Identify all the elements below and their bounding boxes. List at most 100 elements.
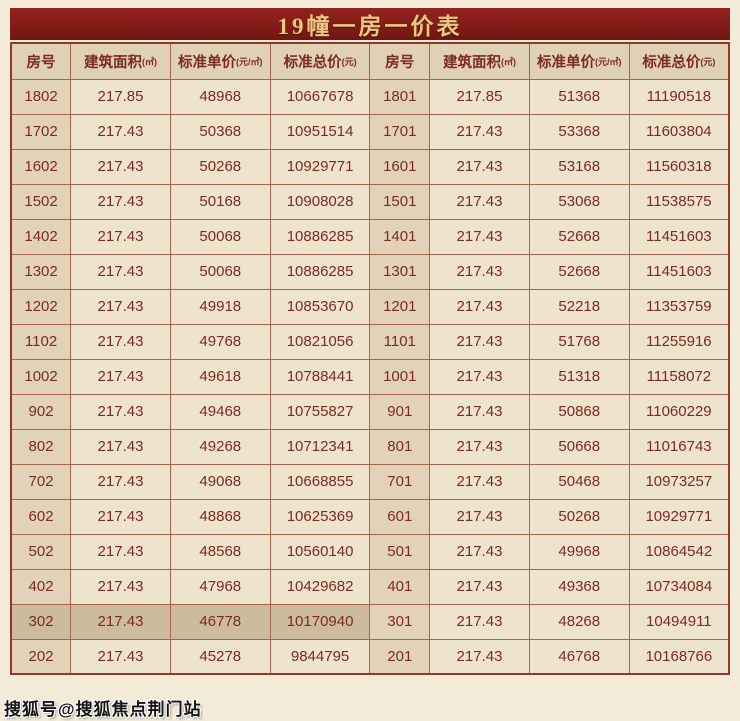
value-cell: 10886285: [269, 218, 371, 255]
room-number-cell: 1801: [369, 78, 431, 115]
room-number-cell: 501: [369, 533, 431, 570]
value-cell: 53168: [528, 148, 630, 185]
column-header: 标准单价(元/㎡): [169, 42, 271, 80]
value-cell: 50668: [528, 428, 630, 465]
value-cell: 46768: [528, 638, 630, 675]
value-cell: 10951514: [269, 113, 371, 150]
table-row: 202 217.43 45278 9844795 201 217.43 46768 10168…: [10, 638, 730, 675]
value-cell: 217.43: [70, 183, 171, 220]
value-cell: 217.43: [70, 218, 171, 255]
value-cell: 217.43: [429, 603, 530, 640]
column-header-label: 房号: [385, 54, 415, 71]
value-cell: 217.43: [429, 288, 530, 325]
value-cell: 217.43: [429, 218, 530, 255]
column-header: 标准总价(元): [269, 42, 371, 80]
value-cell: 217.43: [70, 358, 171, 395]
room-number-cell: 1002: [10, 358, 72, 395]
room-number-cell: 1701: [369, 113, 431, 150]
room-number-cell: 1802: [10, 78, 72, 115]
value-cell: 49468: [169, 393, 271, 430]
room-number-cell: 1102: [10, 323, 72, 360]
table-row: 1502 217.43 50168 10908028 1501 217.43 53068 11…: [10, 183, 730, 220]
value-cell: 217.43: [429, 148, 530, 185]
table-header: 房号 建筑面积(㎡) 标准单价(元/㎡) 标准总价(元) 房号 建筑面积(㎡) 标准单价(元…: [10, 42, 730, 80]
room-number-cell: 1501: [369, 183, 431, 220]
value-cell: 10667678: [269, 78, 371, 115]
value-cell: 10886285: [269, 253, 371, 290]
column-header-label: 标准单价: [537, 54, 596, 71]
value-cell: 48268: [528, 603, 630, 640]
column-header: 房号: [369, 42, 431, 80]
room-number-cell: 1302: [10, 253, 72, 290]
value-cell: 50468: [528, 463, 630, 500]
column-header: 建筑面积(㎡): [429, 42, 530, 80]
table-row: 402 217.43 47968 10429682 401 217.43 49368 1073…: [10, 568, 730, 605]
value-cell: 49768: [169, 323, 271, 360]
value-cell: 10788441: [269, 358, 371, 395]
value-cell: 10429682: [269, 568, 371, 605]
value-cell: 11016743: [628, 428, 730, 465]
value-cell: 52668: [528, 253, 630, 290]
table-row: 1102 217.43 49768 10821056 1101 217.43 51768 11…: [10, 323, 730, 360]
room-number-cell: 201: [369, 638, 431, 675]
value-cell: 49618: [169, 358, 271, 395]
value-cell: 11560318: [628, 148, 730, 185]
value-cell: 11603804: [628, 113, 730, 150]
value-cell: 52218: [528, 288, 630, 325]
room-number-cell: 202: [10, 638, 72, 675]
value-cell: 217.43: [70, 533, 171, 570]
value-cell: 217.43: [70, 148, 171, 185]
value-cell: 10668855: [269, 463, 371, 500]
table-row: 1702 217.43 50368 10951514 1701 217.43 53368 11…: [10, 113, 730, 150]
value-cell: 10929771: [628, 498, 730, 535]
room-number-cell: 802: [10, 428, 72, 465]
value-cell: 10625369: [269, 498, 371, 535]
column-header-label: 标准总价: [283, 54, 342, 71]
room-number-cell: 1401: [369, 218, 431, 255]
value-cell: 217.43: [70, 113, 171, 150]
value-cell: 49068: [169, 463, 271, 500]
column-header: 标准总价(元): [628, 42, 730, 80]
room-number-cell: 702: [10, 463, 72, 500]
value-cell: 45278: [169, 638, 271, 675]
value-cell: 50068: [169, 253, 271, 290]
value-cell: 217.43: [429, 253, 530, 290]
column-header-label: 房号: [26, 54, 56, 71]
room-number-cell: 1001: [369, 358, 431, 395]
room-number-cell: 1601: [369, 148, 431, 185]
value-cell: 217.43: [70, 603, 171, 640]
value-cell: 217.43: [70, 463, 171, 500]
room-number-cell: 1101: [369, 323, 431, 360]
value-cell: 46778: [169, 603, 271, 640]
value-cell: 51318: [528, 358, 630, 395]
value-cell: 10755827: [269, 393, 371, 430]
header-row: 房号 建筑面积(㎡) 标准单价(元/㎡) 标准总价(元) 房号 建筑面积(㎡) 标准单价(元…: [10, 42, 730, 80]
value-cell: 10712341: [269, 428, 371, 465]
value-cell: 48968: [169, 78, 271, 115]
value-cell: 10494911: [628, 603, 730, 640]
room-number-cell: 1402: [10, 218, 72, 255]
watermark-text: 搜狐号@搜狐焦点荆门站: [4, 700, 202, 719]
value-cell: 50068: [169, 218, 271, 255]
value-cell: 50368: [169, 113, 271, 150]
table-row: 602 217.43 48868 10625369 601 217.43 50268 1092…: [10, 498, 730, 535]
room-number-cell: 402: [10, 568, 72, 605]
value-cell: 10908028: [269, 183, 371, 220]
table-row: 1402 217.43 50068 10886285 1401 217.43 52668 11…: [10, 218, 730, 255]
room-number-cell: 1702: [10, 113, 72, 150]
room-number-cell: 401: [369, 568, 431, 605]
table-row: 502 217.43 48568 10560140 501 217.43 49968 1086…: [10, 533, 730, 570]
table-row: 302 217.43 46778 10170940 301 217.43 48268 1049…: [10, 603, 730, 640]
value-cell: 53068: [528, 183, 630, 220]
value-cell: 52668: [528, 218, 630, 255]
value-cell: 217.43: [429, 533, 530, 570]
value-cell: 10168766: [628, 638, 730, 675]
value-cell: 217.43: [70, 393, 171, 430]
room-number-cell: 1502: [10, 183, 72, 220]
room-number-cell: 502: [10, 533, 72, 570]
table-row: 1202 217.43 49918 10853670 1201 217.43 52218 11…: [10, 288, 730, 325]
column-header-unit: (㎡): [500, 56, 516, 67]
value-cell: 50268: [169, 148, 271, 185]
value-cell: 217.43: [70, 323, 171, 360]
